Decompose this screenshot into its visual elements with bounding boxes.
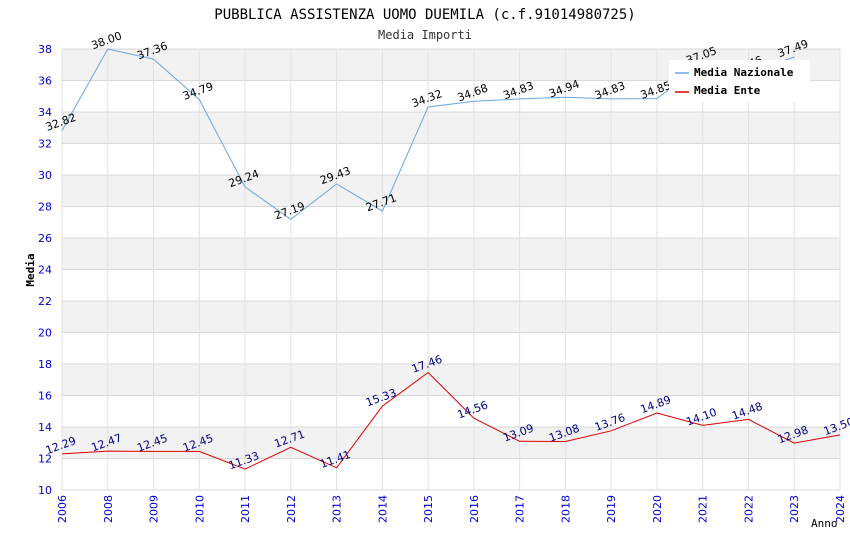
y-tick-label: 14 [38, 421, 52, 434]
series-line-ente [61, 371, 841, 470]
legend-label-nazionale: Media Nazionale [694, 66, 794, 79]
y-tick-label: 36 [38, 75, 52, 88]
y-tick-label: 38 [38, 43, 52, 56]
grid-bands [62, 49, 840, 490]
chart-subtitle: Media Importi [378, 28, 472, 42]
x-tick-label: 2012 [285, 495, 298, 523]
grid-band [62, 112, 840, 144]
y-tick-label: 32 [38, 138, 52, 151]
x-tick-label: 2020 [651, 495, 664, 523]
y-tick-labels: 10 12 14 16 18 20 22 24 26 28 30 32 34 36 38 [38, 43, 52, 497]
grid-band [62, 332, 840, 364]
y-tick-label: 24 [38, 264, 52, 277]
y-tick-label: 12 [38, 453, 52, 466]
x-tick-label: 2006 [56, 495, 69, 523]
grid-band [62, 206, 840, 238]
x-tick-label: 2009 [148, 495, 161, 523]
legend-label-ente: Media Ente [694, 84, 761, 97]
x-tick-label: 2014 [376, 495, 389, 523]
legend: Media Nazionale Media Ente [669, 60, 810, 102]
y-gridlines [62, 48, 840, 491]
y-tick-label: 22 [38, 295, 52, 308]
x-tick-label: 2011 [239, 495, 252, 523]
x-tick-label: 2016 [468, 495, 481, 523]
y-tick-label: 30 [38, 169, 52, 182]
y-tick-label: 16 [38, 390, 52, 403]
grid-band [62, 238, 840, 270]
x-axis-title: Anno [811, 517, 838, 530]
grid-band [62, 269, 840, 301]
x-tick-label: 2024 [834, 495, 847, 523]
x-tick-label: 2019 [605, 495, 618, 523]
x-tick-label: 2010 [193, 495, 206, 523]
y-tick-label: 26 [38, 232, 52, 245]
grid-band [62, 395, 840, 427]
grid-band [62, 427, 840, 459]
x-tick-label: 2021 [697, 495, 710, 523]
grid-band [62, 143, 840, 175]
grid-band [62, 301, 840, 333]
x-tick-label: 2015 [422, 495, 435, 523]
legend-box [669, 60, 810, 102]
x-gridlines [61, 49, 841, 490]
x-tick-label: 2022 [742, 495, 755, 523]
x-tick-labels: 2006 2008 2009 2010 2011 2012 2013 2014 2015 2016… [56, 495, 847, 523]
grid-band [62, 364, 840, 396]
x-tick-label: 2023 [788, 495, 801, 523]
x-tick-label: 2013 [331, 495, 344, 523]
y-tick-label: 10 [38, 484, 52, 497]
y-tick-label: 28 [38, 201, 52, 214]
x-tick-label: 2018 [559, 495, 572, 523]
y-tick-label: 34 [38, 106, 52, 119]
grid-band [62, 458, 840, 490]
chart-title: PUBBLICA ASSISTENZA UOMO DUEMILA (c.f.91… [214, 7, 635, 23]
x-tick-label: 2017 [514, 495, 527, 523]
y-axis-title: Media [24, 253, 37, 286]
y-tick-label: 20 [38, 327, 52, 340]
x-tick-label: 2008 [102, 495, 115, 523]
y-tick-label: 18 [38, 358, 52, 371]
grid-band [62, 175, 840, 207]
